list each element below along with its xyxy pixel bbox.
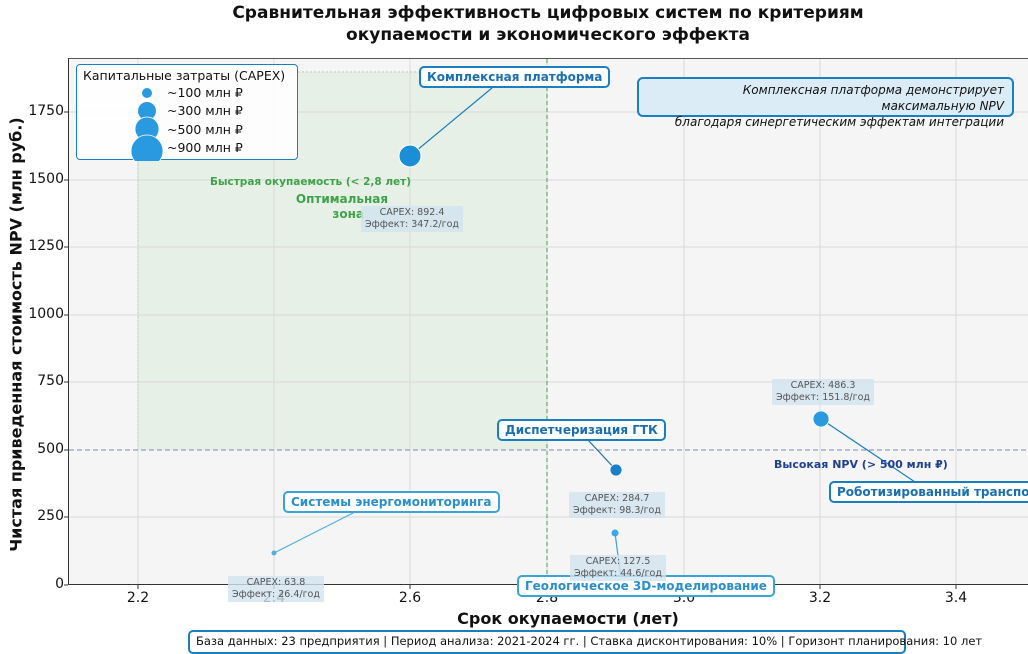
xtick-3-4: 3.4 [944, 590, 968, 606]
ytick-1750: 1750 [28, 103, 64, 119]
ytick-1500: 1500 [28, 171, 64, 187]
ytick-250: 250 [37, 508, 64, 524]
info-geologicheskoe-3d: CAPEX: 127.5 Эффект: 44.6/год [570, 555, 666, 581]
ytick-500: 500 [37, 441, 64, 457]
info-capex: CAPEX: 284.7 [584, 493, 650, 504]
chart-title-line2: окупаемости и экономического эффекта [346, 25, 750, 45]
point-robotizirovanny-transport[interactable] [812, 410, 830, 428]
point-dispetcherizatsiya-gtk[interactable] [609, 463, 623, 477]
y-axis-label: Чистая приведенная стоимость NPV (млн ру… [6, 117, 26, 552]
info-kompleksnaya-platforma: CAPEX: 892.4 Эффект: 347.2/год [361, 206, 463, 232]
legend-item-900: ~900 млн ₽ [167, 140, 243, 155]
point-geologicheskoe-3d[interactable] [611, 529, 619, 537]
insight-note-line2: благодаря синергетическим эффектам интег… [674, 115, 1004, 129]
callout-kompleksnaya-platforma: Комплексная платформа [419, 66, 611, 88]
x-axis-label: Срок окупаемости (лет) [457, 609, 679, 628]
callout-robotizirovanny-transport: Роботизированный транспорт [829, 481, 1028, 503]
legend-item-300: ~300 млн ₽ [167, 103, 243, 118]
info-capex: CAPEX: 63.8 [246, 577, 306, 588]
legend-marker-300-icon [138, 102, 156, 120]
xtick-2-2: 2.2 [126, 590, 150, 606]
info-effect: Эффект: 151.8/год [776, 392, 870, 403]
callout-energomonitoring: Системы энергомониторинга [283, 491, 500, 513]
info-capex: CAPEX: 486.3 [790, 380, 856, 391]
ytick-1000: 1000 [28, 306, 64, 322]
chart-title: Сравнительная эффективность цифровых сис… [0, 2, 1028, 46]
high-npv-label: Высокая NPV (> 500 млн ₽) [774, 458, 948, 471]
info-effect: Эффект: 98.3/год [573, 505, 661, 516]
fast-payback-label: Быстрая окупаемость (< 2,8 лет) [210, 176, 412, 188]
point-kompleksnaya-platforma[interactable] [398, 144, 422, 168]
chart-title-line1: Сравнительная эффективность цифровых сис… [232, 3, 864, 23]
legend-markers [130, 88, 164, 161]
info-robotizirovanny-transport: CAPEX: 486.3 Эффект: 151.8/год [772, 379, 874, 405]
legend-title: Капитальные затраты (CAPEX) [83, 68, 286, 83]
info-effect: Эффект: 347.2/год [365, 219, 459, 230]
legend-item-500: ~500 млн ₽ [167, 122, 243, 137]
legend-item-100: ~100 млн ₽ [167, 85, 243, 100]
optimal-zone-label-line1: Оптимальная [295, 192, 389, 206]
capex-legend: Капитальные затраты (CAPEX) ~100 млн ₽ ~… [76, 64, 298, 161]
callout-dispetcherizatsiya-gtk: Диспетчеризация ГТК [497, 419, 666, 441]
insight-note: Комплексная платформа демонстрирует макс… [637, 77, 1014, 129]
xtick-2-6: 2.6 [398, 590, 422, 606]
insight-note-line1: Комплексная платформа демонстрирует макс… [742, 83, 1004, 113]
info-energomonitoring: CAPEX: 63.8 Эффект: 26.4/год [228, 576, 324, 602]
info-effect: Эффект: 44.6/год [574, 568, 662, 579]
legend-marker-900-icon [130, 134, 164, 161]
info-effect: Эффект: 26.4/год [232, 589, 320, 600]
info-dispetcherizatsiya-gtk: CAPEX: 284.7 Эффект: 98.3/год [569, 492, 665, 518]
ytick-1250: 1250 [28, 238, 64, 254]
methodology-footer: База данных: 23 предприятия | Период ана… [188, 630, 982, 654]
optimal-zone-label-line2: зона [332, 207, 364, 221]
point-energomonitoring[interactable] [271, 550, 277, 556]
info-capex: CAPEX: 127.5 [585, 556, 651, 567]
ytick-750: 750 [37, 373, 64, 389]
legend-marker-100-icon [142, 88, 152, 98]
ytick-0: 0 [55, 576, 64, 592]
xtick-3-2: 3.2 [808, 590, 832, 606]
info-capex: CAPEX: 892.4 [379, 207, 445, 218]
